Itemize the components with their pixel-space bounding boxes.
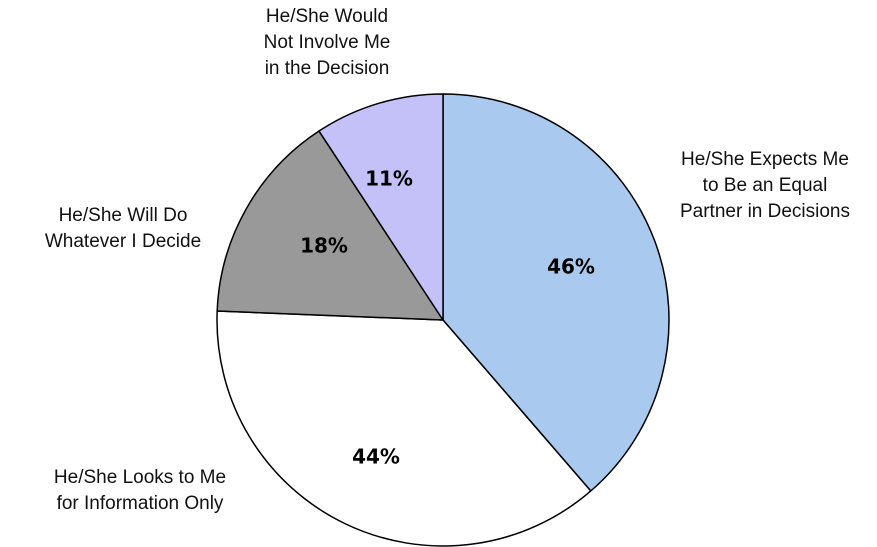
slice-category-label-line: He/She Looks to Me: [54, 467, 226, 488]
slice-category-label: He/She Expects Me to Be an Equal Partner i…: [680, 149, 850, 222]
slice-value-label: 46%: [547, 255, 595, 279]
slice-value-label: 18%: [300, 234, 348, 258]
slice-category-label-line: Not Involve Me: [264, 32, 391, 53]
slice-value-label: 44%: [352, 445, 400, 469]
pie-slices: [216, 93, 670, 547]
slice-category-label-line: Partner in Decisions: [680, 201, 850, 222]
slice-category-label-line: He/She Will Do: [59, 205, 188, 226]
slice-category-label-line: to Be an Equal: [703, 175, 828, 196]
pie-slice-4: [318, 93, 444, 321]
slice-category-label-line: He/She Would: [266, 6, 388, 27]
slice-category-label: He/She Would Not Involve Me in the Decisio…: [264, 6, 391, 79]
slice-category-label-line: Whatever I Decide: [45, 231, 201, 252]
slice-category-label-line: in the Decision: [265, 58, 390, 79]
pie-slice-1: [442, 93, 670, 492]
slice-category-label: He/She Looks to Me for Information Only: [54, 467, 226, 514]
pie-slice-2: [216, 310, 592, 547]
slice-category-label-line: for Information Only: [57, 493, 224, 514]
pie-slice-3: [216, 130, 444, 321]
slice-category-label-line: He/She Expects Me: [681, 149, 849, 170]
slice-value-label: 11%: [365, 167, 413, 191]
slice-category-label: He/She Will Do Whatever I Decide: [45, 205, 201, 252]
